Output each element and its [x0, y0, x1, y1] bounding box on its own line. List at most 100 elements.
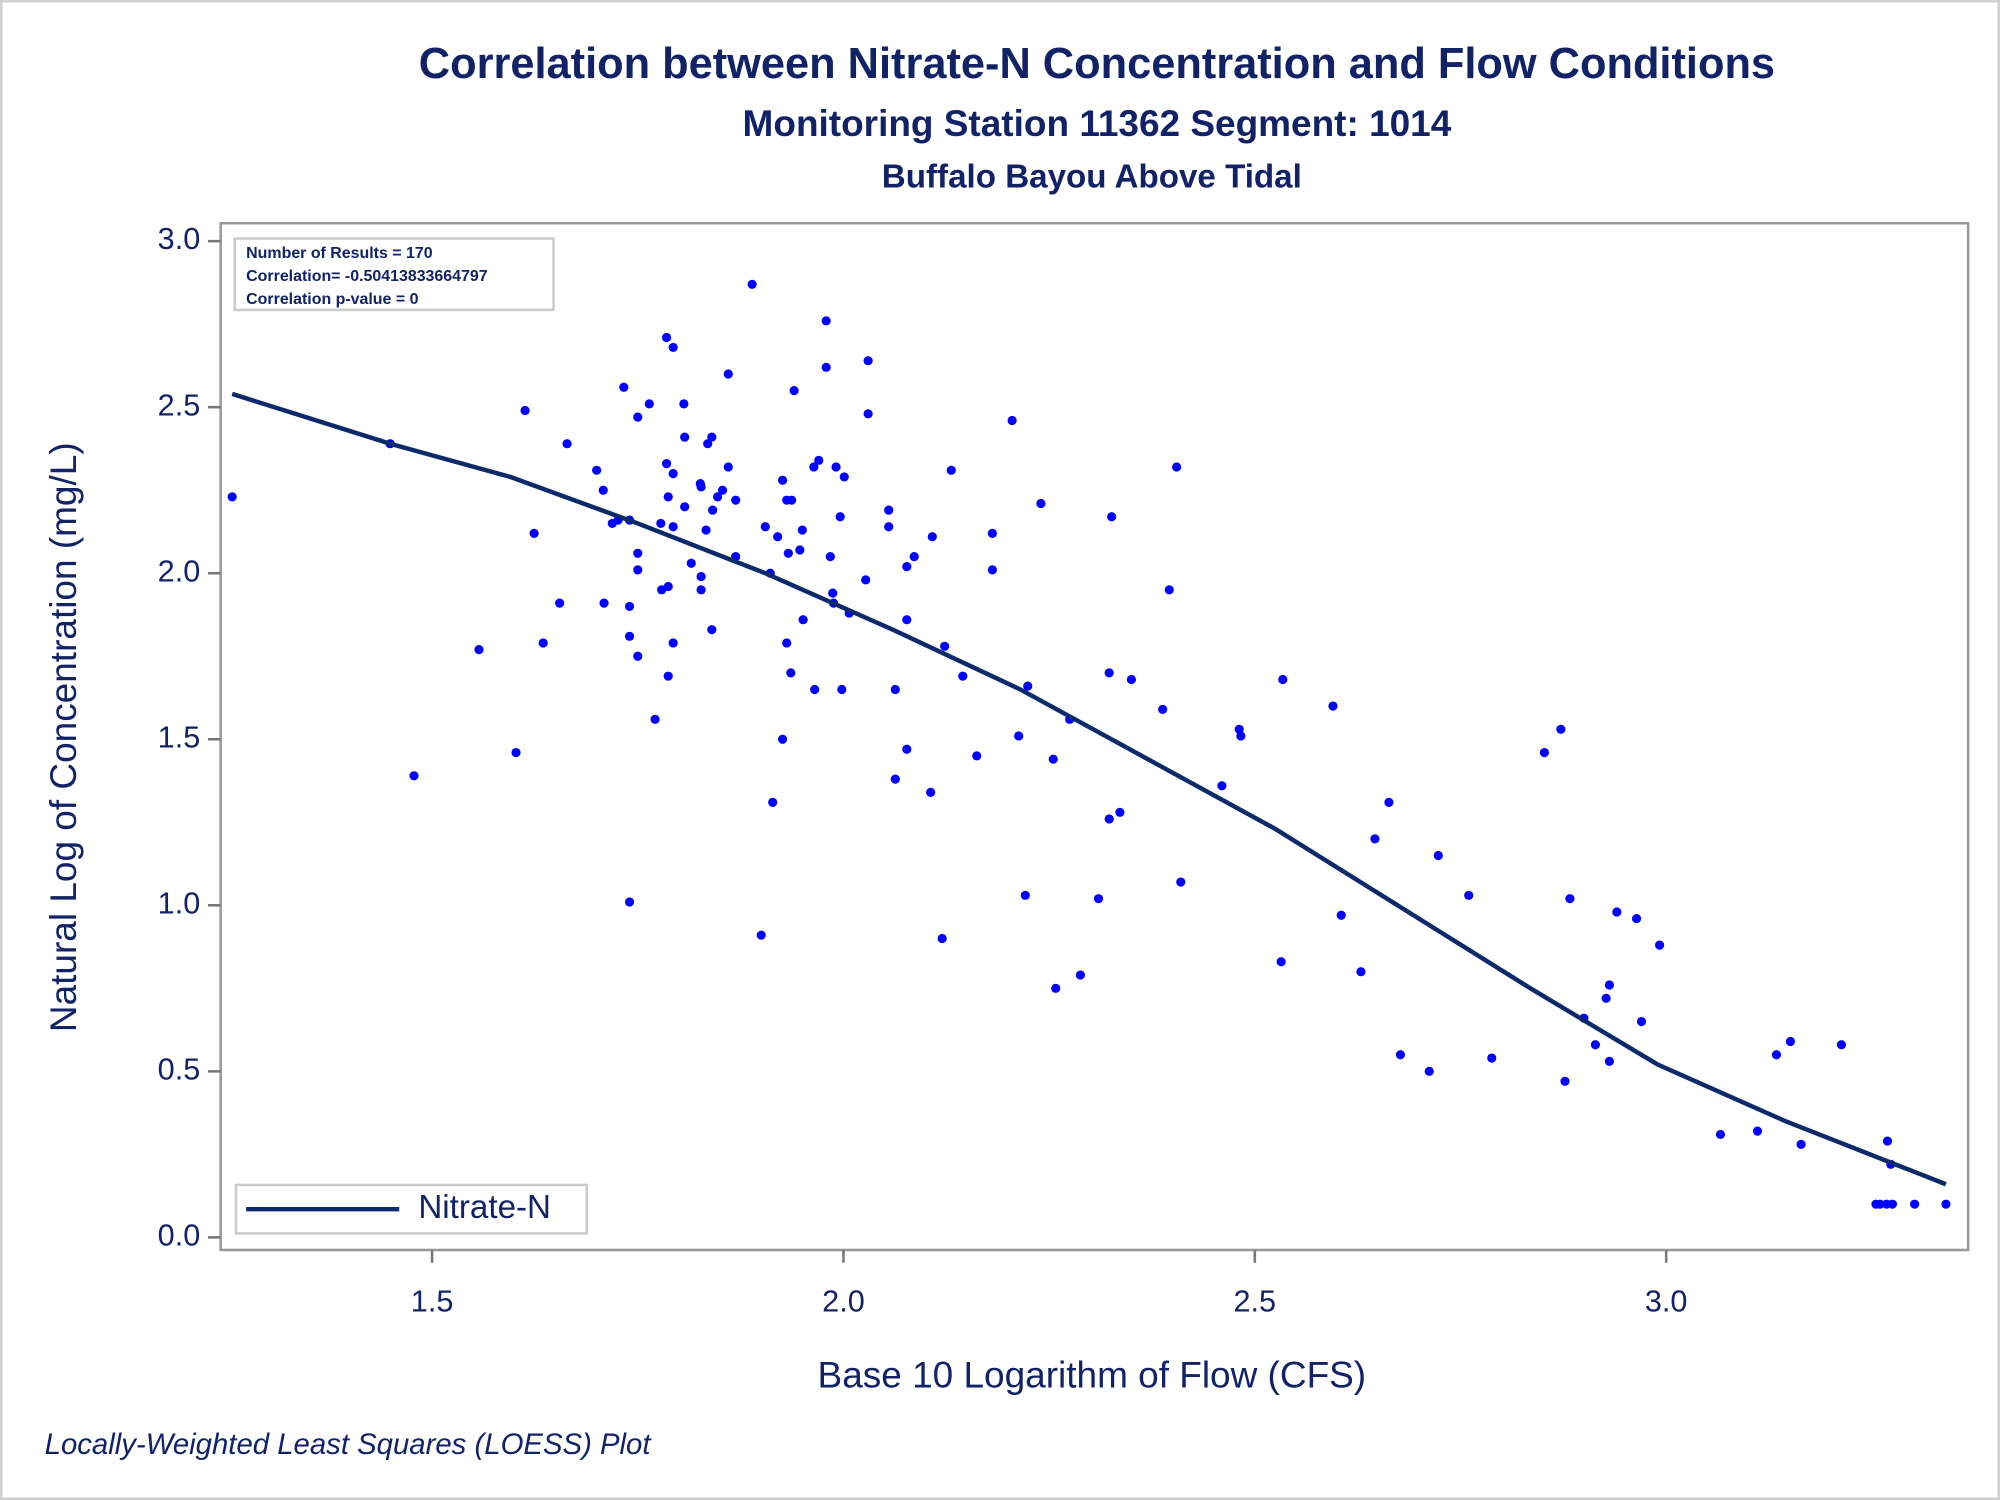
scatter-point — [599, 598, 609, 608]
scatter-point — [633, 651, 643, 661]
scatter-point — [987, 528, 997, 538]
scatter-point — [1796, 1139, 1806, 1149]
scatter-point — [1276, 957, 1286, 967]
scatter-point — [723, 462, 733, 472]
scatter-point — [227, 492, 237, 502]
scatter-point — [1384, 797, 1394, 807]
scatter-point — [1910, 1199, 1920, 1209]
y-tick-label: 2.0 — [158, 554, 201, 588]
scatter-point — [1020, 890, 1030, 900]
x-tick-label: 3.0 — [1645, 1285, 1688, 1319]
y-axis-label: Natural Log of Concentration (mg/L) — [43, 442, 84, 1032]
scatter-point — [1556, 724, 1566, 734]
scatter-point — [1882, 1136, 1893, 1146]
scatter-point — [884, 505, 894, 515]
scatter-point — [1104, 668, 1114, 678]
scatter-point — [902, 561, 912, 572]
scatter-point — [686, 558, 696, 568]
scatter-point — [1424, 1066, 1434, 1076]
scatter-point — [1612, 907, 1622, 917]
scatter-point — [663, 581, 673, 592]
annotation: Correlation= -0.50413833664797 — [246, 268, 488, 285]
scatter-point — [1464, 890, 1474, 900]
scatter-point — [1075, 970, 1085, 980]
x-axis-label: Base 10 Logarithm of Flow (CFS) — [818, 1354, 1367, 1395]
scatter-point — [786, 668, 796, 678]
scatter-point — [1048, 754, 1058, 764]
annotation: Number of Results = 170 — [246, 245, 433, 262]
scatter-point — [619, 382, 629, 392]
scatter-point — [787, 495, 797, 505]
scatter-point — [1631, 913, 1642, 924]
scatter-point — [797, 525, 807, 535]
scatter-point — [972, 751, 982, 761]
scatter-point — [747, 279, 757, 289]
scatter-point — [821, 316, 831, 326]
scatter-point — [1236, 731, 1246, 741]
scatter-point — [1771, 1050, 1782, 1060]
scatter-point — [1172, 462, 1182, 472]
scatter-point — [809, 462, 819, 472]
scatter-point — [668, 638, 678, 648]
y-tick-label: 0.5 — [158, 1052, 201, 1086]
scatter-point — [696, 482, 706, 492]
scatter-point — [661, 332, 672, 343]
scatter-point — [789, 385, 799, 396]
scatter-point — [717, 485, 728, 495]
scatter-point — [555, 598, 565, 608]
scatter-point — [624, 631, 635, 641]
scatter-point — [703, 439, 713, 449]
scatter-point — [1941, 1199, 1951, 1209]
y-tick-label: 0.0 — [158, 1218, 201, 1252]
scatter-point — [592, 465, 602, 475]
y-tick-label: 2.5 — [158, 388, 201, 422]
scatter-point — [1715, 1129, 1726, 1140]
scatter-point — [783, 548, 793, 558]
scatter-point — [708, 505, 718, 515]
scatter-point — [731, 495, 741, 505]
scatter-point — [1356, 967, 1366, 977]
scatter-point — [1007, 415, 1017, 426]
y-tick-label: 1.0 — [158, 886, 201, 920]
scatter-point — [701, 525, 711, 535]
scatter-point — [760, 522, 770, 532]
scatter-point — [1433, 850, 1443, 861]
scatter-point — [909, 552, 919, 562]
scatter-point — [831, 462, 841, 472]
stats-box — [233, 237, 555, 312]
scatter-point — [937, 933, 947, 944]
scatter-point — [926, 787, 936, 797]
scatter-point — [511, 747, 521, 758]
scatter-point — [1051, 983, 1061, 993]
scatter-point — [1560, 1076, 1570, 1086]
scatter-point — [520, 405, 530, 416]
scatter-point — [1158, 704, 1168, 714]
scatter-point — [1164, 585, 1174, 595]
scatter-point — [598, 485, 608, 495]
scatter-point — [777, 734, 788, 744]
legend-label: Nitrate-N — [418, 1189, 551, 1226]
scatter-point — [1278, 674, 1288, 685]
scatter-point — [1604, 1056, 1614, 1066]
scatter-point — [668, 522, 678, 532]
scatter-point — [1036, 498, 1046, 509]
x-tick-label: 2.0 — [822, 1285, 865, 1319]
scatter-point — [707, 625, 717, 635]
scatter-point — [902, 744, 912, 754]
scatter-point — [1836, 1040, 1847, 1050]
scatter-point — [1655, 940, 1665, 950]
scatter-point — [1752, 1126, 1763, 1136]
scatter-point — [1023, 681, 1033, 691]
scatter-point — [1126, 674, 1137, 685]
plot-frame — [219, 221, 1970, 1252]
scatter-point — [663, 671, 673, 681]
scatter-point — [958, 671, 968, 681]
scatter-point — [1370, 834, 1380, 844]
scatter-point — [624, 897, 635, 907]
scatter-point — [656, 518, 666, 529]
scatter-point — [409, 771, 419, 781]
scatter-point — [1093, 894, 1104, 904]
scatter-point — [1107, 512, 1117, 522]
